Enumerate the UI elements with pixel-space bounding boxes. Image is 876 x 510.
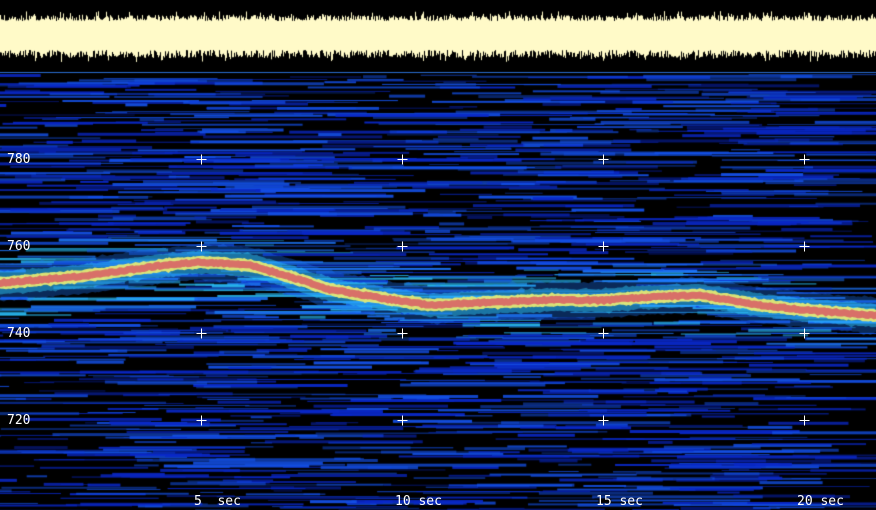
crosshair-marker — [799, 154, 810, 165]
x-tick-label: 5 sec — [194, 494, 241, 509]
y-tick-label: 740 — [7, 326, 31, 341]
crosshair-marker — [196, 415, 207, 426]
crosshair-marker — [196, 328, 207, 339]
y-tick-label: 720 — [7, 413, 31, 428]
y-tick-label: 760 — [7, 239, 31, 254]
crosshair-marker — [799, 328, 810, 339]
crosshair-marker — [397, 415, 408, 426]
x-tick-label: 10 sec — [395, 494, 442, 509]
x-tick-label: 20 sec — [797, 494, 844, 509]
crosshair-marker — [397, 328, 408, 339]
crosshair-marker — [397, 154, 408, 165]
crosshair-marker — [598, 415, 609, 426]
ridge-track-line — [0, 262, 876, 316]
crosshair-marker — [598, 154, 609, 165]
crosshair-marker — [598, 328, 609, 339]
crosshair-marker — [799, 415, 810, 426]
crosshair-marker — [799, 241, 810, 252]
y-tick-label: 780 — [7, 152, 31, 167]
x-tick-label: 15 sec — [596, 494, 643, 509]
crosshair-marker — [196, 154, 207, 165]
crosshair-marker — [397, 241, 408, 252]
crosshair-marker — [598, 241, 609, 252]
crosshair-marker — [196, 241, 207, 252]
